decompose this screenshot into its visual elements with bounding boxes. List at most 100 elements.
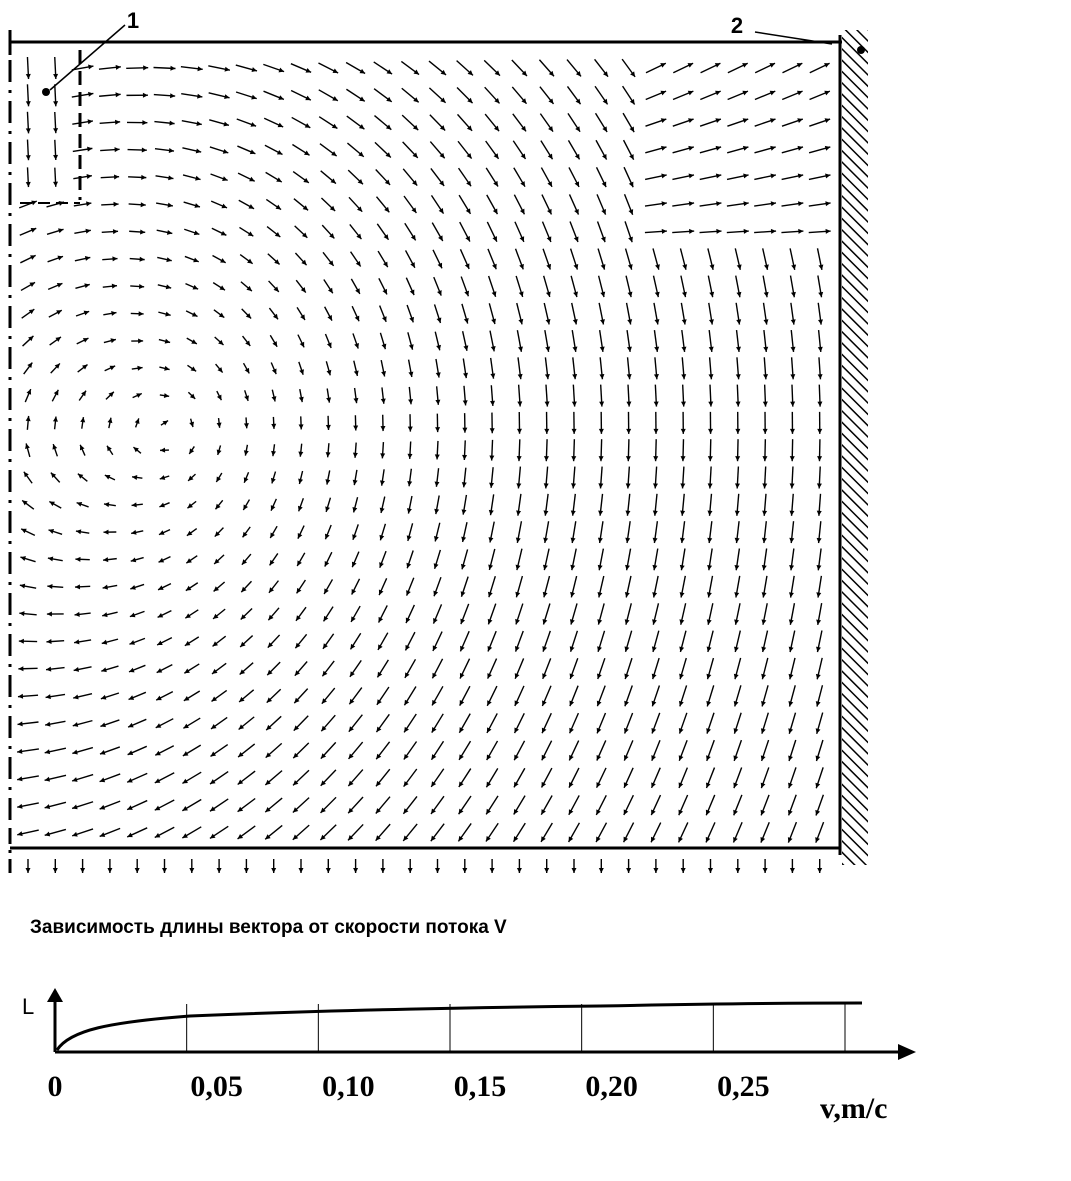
vector-head <box>266 724 272 731</box>
vector-head <box>432 645 438 652</box>
vector-head <box>75 529 82 535</box>
vector-head <box>546 263 552 270</box>
vector-head <box>183 723 189 729</box>
vector-head <box>189 448 195 454</box>
vector-head <box>797 145 804 151</box>
vector-head <box>106 445 112 452</box>
vector-head <box>734 592 740 598</box>
vector-head <box>516 455 522 462</box>
vector-head <box>736 291 742 298</box>
vector-head <box>824 145 831 151</box>
vector-head <box>237 806 244 812</box>
vector-head <box>380 453 386 459</box>
vector-head <box>653 483 659 489</box>
vector-head <box>293 725 300 731</box>
vector-head <box>623 782 629 788</box>
vector-head <box>138 311 144 317</box>
vector-head <box>679 673 684 680</box>
vector-head <box>73 694 79 700</box>
vector-head <box>357 178 363 185</box>
vector-head <box>568 809 574 815</box>
vector-head <box>251 67 258 72</box>
vector-head <box>788 755 793 761</box>
vector-head <box>486 808 491 815</box>
vector-head <box>548 126 554 132</box>
vector-head <box>570 591 575 598</box>
vector-head <box>715 90 721 96</box>
vector-head <box>99 750 106 755</box>
vector-head <box>493 153 499 159</box>
vector-head <box>491 318 497 325</box>
vector-head <box>494 98 500 104</box>
vector-head <box>458 781 464 788</box>
vector-head <box>597 591 603 598</box>
vector-head <box>434 508 440 515</box>
vector-head <box>350 643 356 650</box>
vector-head <box>789 428 795 434</box>
vector-head <box>404 672 410 678</box>
vector-head <box>215 503 221 510</box>
vector-head <box>17 748 23 754</box>
vector-head <box>516 510 522 516</box>
vector-head <box>99 804 106 810</box>
vector-head <box>543 537 549 543</box>
marker-label: 2 <box>731 13 743 38</box>
vector-head <box>265 807 271 813</box>
vector-head <box>743 173 749 179</box>
vector-head <box>383 234 389 240</box>
vector-head <box>245 313 252 319</box>
vector-head <box>381 343 387 350</box>
vector-head <box>44 804 51 810</box>
x-tick-label: 0,15 <box>454 1070 507 1103</box>
vector-head <box>403 835 409 841</box>
vector-head <box>599 346 605 352</box>
vector-head <box>73 666 80 672</box>
vector-head <box>186 530 193 536</box>
vector-head <box>459 754 464 760</box>
vector-head <box>187 503 193 509</box>
vector-head <box>433 618 438 624</box>
vector-head <box>489 428 495 434</box>
vector-head <box>156 695 162 701</box>
vector-head <box>403 808 409 814</box>
vector-head <box>825 201 831 207</box>
vector-head <box>678 755 684 761</box>
vector-head <box>493 180 499 187</box>
vector-head <box>460 618 466 625</box>
vector-head <box>348 726 354 732</box>
vector-head <box>380 398 386 404</box>
vector-head <box>27 362 33 369</box>
vector-head <box>628 209 634 215</box>
vector-head <box>245 340 251 346</box>
vector-head <box>487 618 493 625</box>
vector-head <box>297 560 302 567</box>
vector-head <box>163 393 170 399</box>
vector-head <box>430 835 436 842</box>
vector-head <box>358 124 365 130</box>
vector-head <box>733 700 739 707</box>
vector-head <box>733 673 739 680</box>
vector-head <box>460 591 466 597</box>
vector-head <box>189 421 195 428</box>
vector-head <box>241 559 248 565</box>
vector-head <box>624 673 630 680</box>
vector-head <box>762 401 768 407</box>
vector-head <box>706 592 712 598</box>
vector-head <box>44 749 51 755</box>
vector-head <box>216 394 222 401</box>
vector-head <box>322 670 328 677</box>
vector-head <box>542 564 548 571</box>
vector-head <box>154 805 161 811</box>
vector-head <box>546 236 552 242</box>
vector-head <box>601 181 607 188</box>
vector-head <box>140 202 146 208</box>
vector-head <box>461 482 467 488</box>
vector-head <box>574 208 579 215</box>
vector-head <box>44 776 51 782</box>
vector-head <box>407 480 413 487</box>
vector-head <box>30 227 37 233</box>
vector-head <box>743 228 749 234</box>
leader-line <box>49 24 126 91</box>
vector-head <box>435 427 441 433</box>
vector-head <box>437 290 442 296</box>
